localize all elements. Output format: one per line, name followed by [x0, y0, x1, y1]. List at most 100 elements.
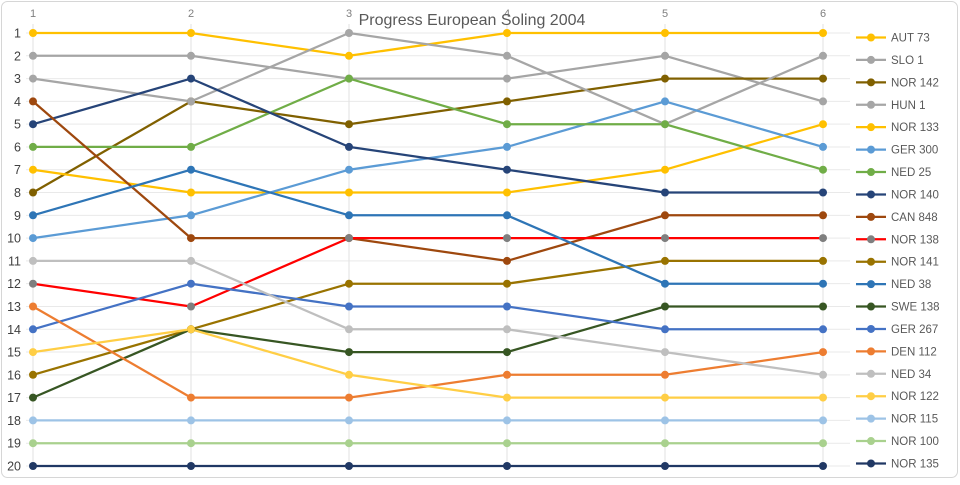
y-tick-label: 3	[14, 72, 21, 86]
legend-marker-swatch	[867, 100, 875, 109]
data-point-nor-138	[345, 234, 353, 243]
data-point-den-112	[187, 393, 195, 402]
legend-label: NOR 140	[891, 189, 939, 201]
data-point-nor-138	[661, 234, 669, 243]
data-point-ger-267	[345, 302, 353, 311]
legend-item: NOR 115	[856, 414, 938, 426]
legend-marker-swatch	[867, 123, 875, 132]
legend-marker-swatch	[867, 257, 875, 266]
data-point-nor-100	[29, 439, 37, 448]
legend-label: CAN 848	[891, 212, 938, 224]
series-line-nor-133	[32, 123, 824, 194]
legend-marker-swatch	[867, 459, 875, 468]
data-point-nor-122	[661, 393, 669, 402]
data-point-nor-141	[661, 256, 669, 265]
y-tick-label: 10	[7, 232, 21, 246]
legend-marker-swatch	[867, 302, 875, 311]
legend-label: NED 25	[891, 167, 931, 179]
legend-label: SLO 1	[891, 55, 924, 67]
legend-label: NOR 138	[891, 234, 939, 246]
data-point-slo-1	[819, 97, 827, 106]
data-point-nor-138	[819, 234, 827, 243]
y-tick-label: 20	[7, 460, 21, 474]
x-tick-label: 1	[30, 8, 36, 20]
data-point-ger-300	[29, 234, 37, 243]
series-line-nor-138	[32, 236, 823, 308]
x-tick-label: 2	[188, 8, 194, 20]
data-point-den-112	[345, 393, 353, 402]
series-line-nor-140	[32, 77, 823, 194]
series-markers	[29, 29, 827, 470]
data-point-hun-1	[187, 97, 195, 106]
y-tick-label: 2	[14, 49, 21, 63]
legend-marker-swatch	[867, 78, 875, 87]
legend-item: NOR 140	[856, 189, 939, 201]
data-point-nor-122	[503, 393, 511, 402]
y-tick-label: 16	[7, 368, 21, 382]
data-point-ned-25	[503, 120, 511, 129]
legend-label: NED 34	[891, 369, 932, 381]
legend-label: NOR 122	[891, 391, 939, 403]
data-point-ned-34	[187, 256, 195, 265]
data-point-den-112	[661, 370, 669, 379]
data-point-ger-267	[29, 325, 37, 334]
legend: AUT 73 SLO 1 NOR 142 HUN 1 NOR 133 GER 300 NED…	[856, 33, 940, 470]
data-point-nor-115	[503, 416, 511, 425]
series-line-nor-122	[32, 328, 823, 399]
data-point-ned-38	[345, 211, 353, 220]
data-point-hun-1	[819, 51, 827, 60]
legend-marker-swatch	[867, 280, 875, 289]
data-point-can-848	[661, 211, 669, 220]
y-tick-label: 18	[7, 414, 21, 428]
data-point-aut-73	[29, 29, 37, 37]
data-point-nor-138	[503, 234, 511, 243]
data-point-ger-267	[187, 279, 195, 288]
legend-label: NOR 115	[891, 414, 938, 426]
x-tick-label: 3	[346, 8, 352, 20]
legend-marker-swatch	[867, 212, 875, 221]
data-point-den-112	[819, 348, 827, 357]
legend-label: HUN 1	[891, 100, 926, 112]
series-line-nor-141	[32, 259, 823, 376]
data-point-nor-100	[661, 439, 669, 448]
legend-marker-swatch	[867, 392, 875, 401]
data-point-aut-73	[661, 29, 669, 37]
series-line-swe-138	[32, 305, 823, 399]
data-point-ned-25	[29, 142, 37, 151]
data-point-nor-100	[503, 439, 511, 448]
legend-item: NOR 133	[856, 122, 939, 134]
data-point-slo-1	[661, 51, 669, 60]
data-point-nor-122	[29, 348, 37, 357]
data-point-nor-141	[503, 279, 511, 288]
data-point-den-112	[29, 302, 37, 311]
data-point-nor-122	[187, 325, 195, 334]
data-point-ger-300	[503, 142, 511, 151]
data-point-ger-300	[187, 211, 195, 220]
data-point-ger-300	[819, 142, 827, 151]
data-point-nor-142	[29, 188, 37, 197]
y-tick-label: 7	[14, 163, 21, 177]
x-tick-labels: 1 2 3 4 5 6	[30, 8, 826, 20]
data-point-can-848	[503, 256, 511, 265]
data-point-ger-267	[503, 302, 511, 311]
data-point-nor-140	[345, 142, 353, 151]
legend-item: NED 34	[856, 369, 932, 381]
series-lines	[32, 31, 824, 468]
y-tick-label: 12	[7, 277, 21, 291]
legend-item: NOR 141	[856, 257, 939, 269]
data-point-nor-140	[661, 188, 669, 197]
legend-label: NOR 133	[891, 122, 939, 134]
legend-item: AUT 73	[856, 33, 930, 45]
data-point-can-848	[819, 211, 827, 220]
series-line-ned-38	[32, 168, 823, 285]
data-point-aut-73	[345, 51, 353, 60]
y-tick-label: 9	[14, 209, 21, 223]
data-point-ger-300	[661, 97, 669, 106]
data-point-nor-138	[187, 302, 195, 311]
legend-item: SWE 138	[856, 302, 940, 314]
x-tick-label: 5	[662, 8, 668, 20]
series-line-ned-25	[33, 77, 824, 171]
legend-item: NED 38	[856, 279, 931, 291]
